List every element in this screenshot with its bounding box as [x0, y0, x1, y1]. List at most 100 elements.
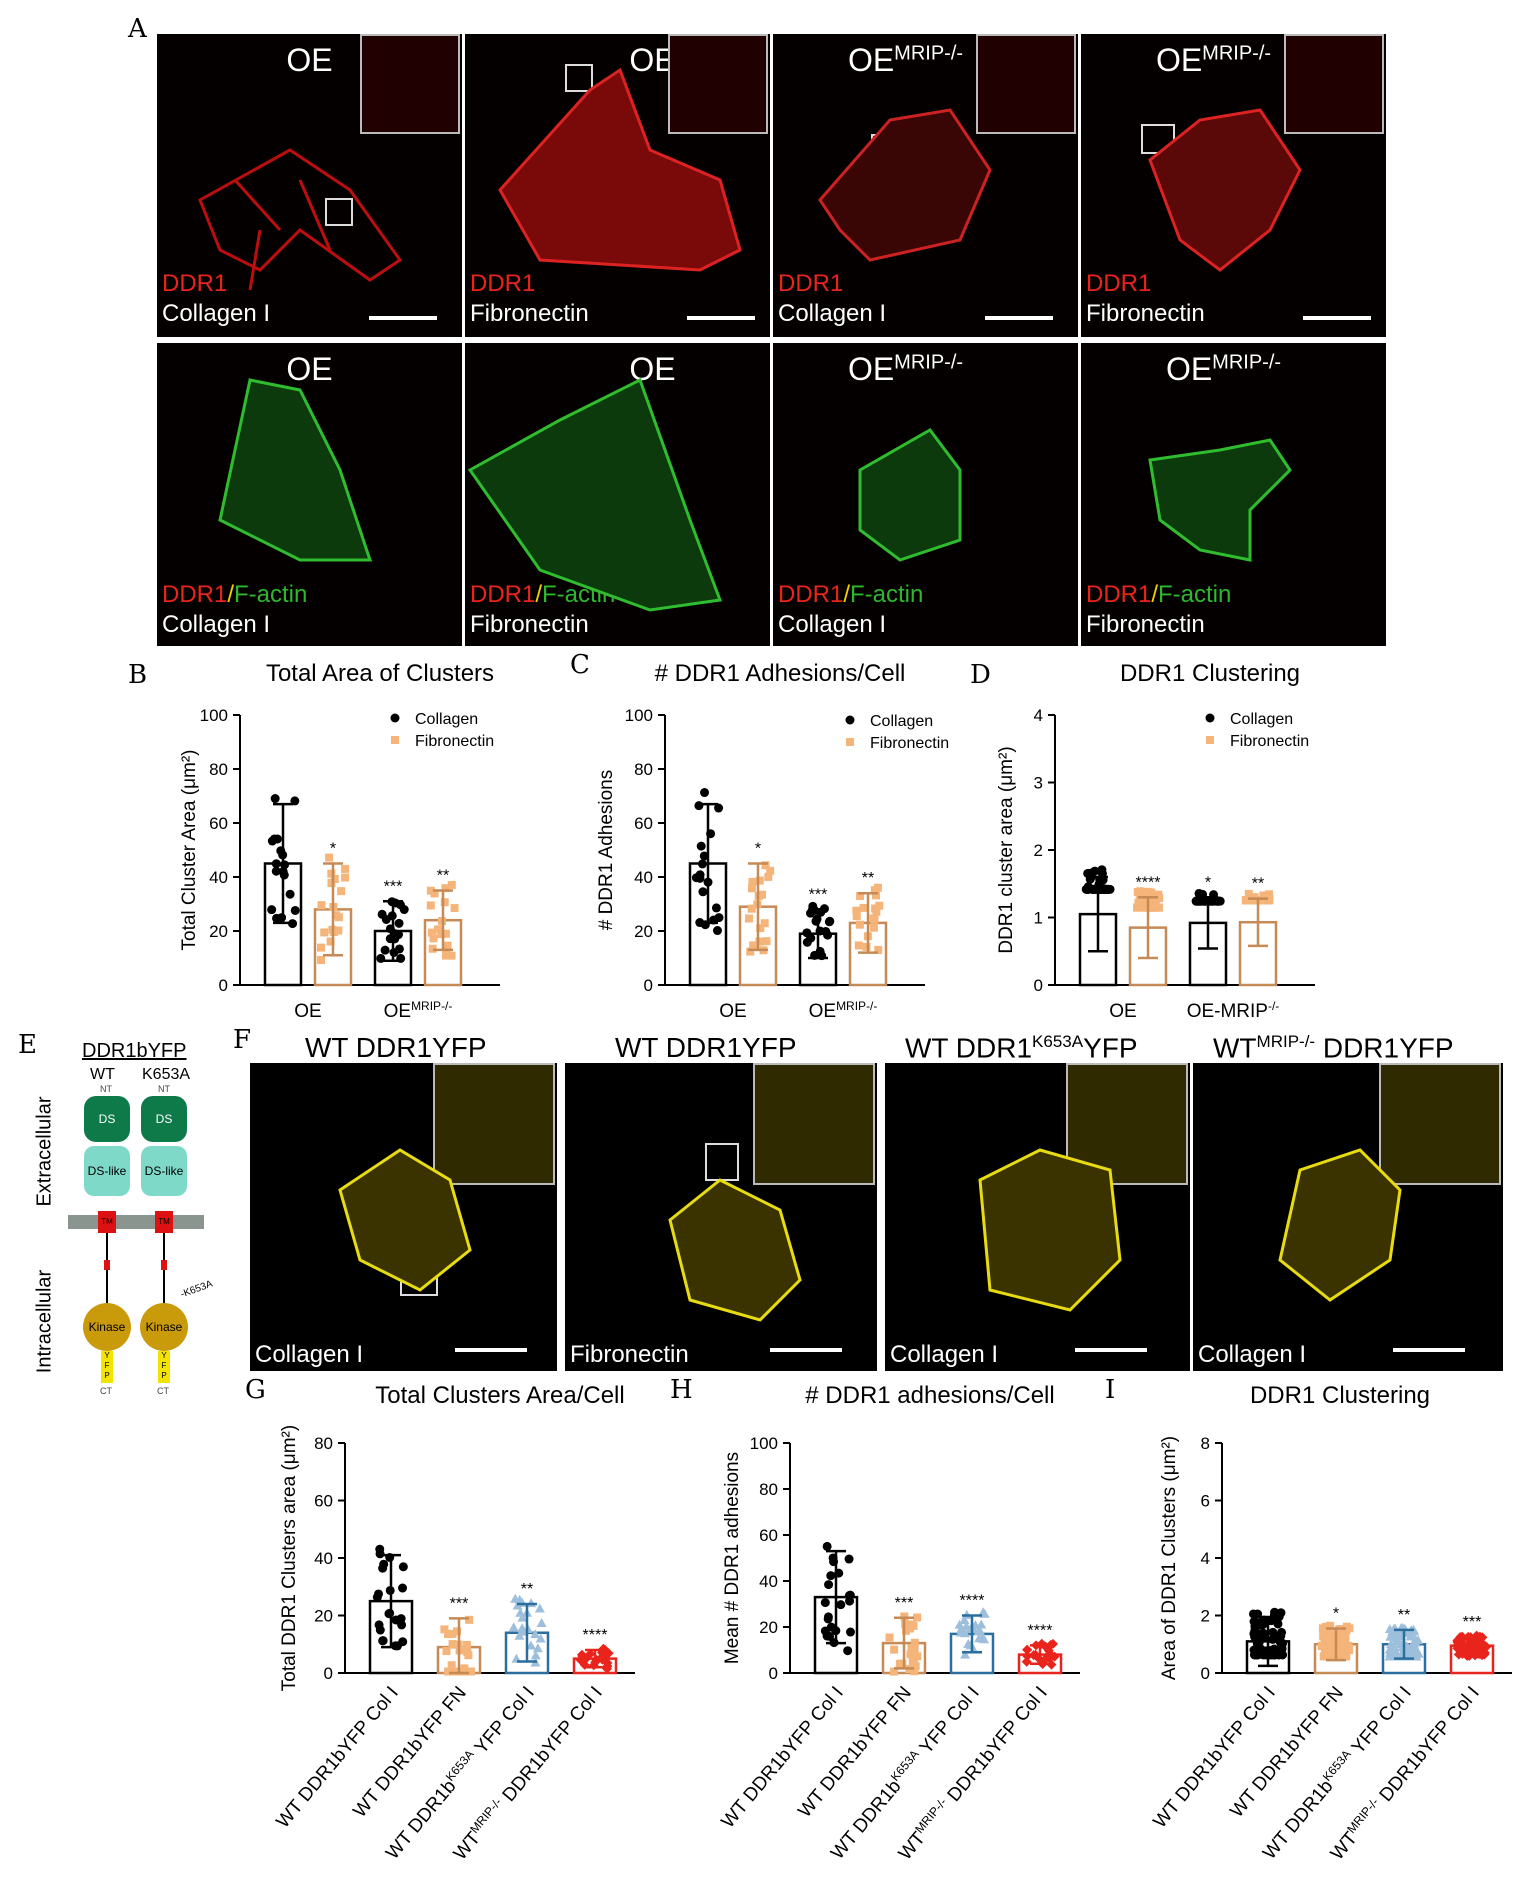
- data-point: [874, 945, 883, 954]
- panel-letter-f: F: [233, 1025, 252, 1055]
- data-point: [960, 1649, 971, 1659]
- data-point: [1476, 1639, 1487, 1650]
- legend-marker-fibronectin: [846, 738, 854, 746]
- stain-label-ddr1: DDR1: [1086, 581, 1152, 608]
- data-point: [1278, 1638, 1288, 1648]
- data-point: [1243, 896, 1252, 905]
- x-category-label: WT DDR1bYFP FN: [794, 1683, 916, 1822]
- ds-domain-k653a: DS: [141, 1096, 187, 1142]
- micrograph-a-bottom-4: OEMRIP-/- DDR1/F-actin Fibronectin: [1081, 343, 1386, 646]
- substrate-label: Collagen I: [890, 1341, 999, 1368]
- y-tick-label: 40: [759, 1572, 778, 1591]
- y-tick-label: 4: [1034, 706, 1043, 725]
- data-point: [1154, 903, 1163, 912]
- stain-label: DDR1: [162, 270, 228, 297]
- data-point: [1413, 1635, 1424, 1645]
- y-tick-label: 1: [1034, 909, 1043, 928]
- data-point: [900, 1612, 909, 1621]
- y-tick-label: 0: [1034, 976, 1043, 995]
- substrate-label: Collagen I: [1198, 1341, 1307, 1368]
- data-point: [855, 920, 864, 929]
- y-tick-label: 80: [314, 1434, 333, 1453]
- data-point: [390, 1641, 400, 1651]
- substrate-label: Fibronectin: [470, 611, 589, 638]
- significance-label: *: [1333, 1605, 1339, 1622]
- data-point: [1342, 1622, 1351, 1631]
- data-point: [744, 914, 753, 923]
- data-point: [450, 904, 459, 913]
- data-point: [1137, 902, 1146, 911]
- data-point: [844, 1591, 854, 1601]
- data-point: [820, 1598, 830, 1608]
- data-point: [1028, 1650, 1039, 1661]
- ds-domain-wt: DS: [84, 1096, 130, 1142]
- data-point: [378, 1636, 388, 1646]
- x-group-label: OE-MRIP-/-: [1187, 999, 1280, 1022]
- micro-title: OE: [286, 42, 333, 78]
- legend-marker-fibronectin: [1206, 736, 1214, 744]
- data-point: [802, 928, 812, 938]
- data-point: [508, 1622, 519, 1632]
- stain-separator: /: [227, 581, 235, 608]
- zoom-region-box: [325, 198, 353, 226]
- data-point: [447, 951, 456, 960]
- y-tick-label: 4: [1201, 1549, 1210, 1568]
- data-point: [714, 803, 724, 813]
- significance-label: ****: [1028, 1622, 1053, 1639]
- legend-label-fibronectin: Fibronectin: [415, 733, 494, 750]
- data-point: [1273, 1611, 1283, 1621]
- data-point: [1260, 896, 1269, 905]
- data-point: [442, 947, 451, 956]
- data-point: [1337, 1652, 1346, 1661]
- data-point: [450, 1667, 459, 1676]
- y-tick-label: 0: [769, 1664, 778, 1683]
- data-point: [870, 915, 879, 924]
- f-title-sup: K653A: [1032, 1032, 1084, 1051]
- f-title-post: DDR1YFP: [1315, 1032, 1454, 1064]
- data-point: [910, 1638, 919, 1647]
- y-tick-label: 80: [634, 760, 653, 779]
- yfp-tag-wt: Y F P: [101, 1351, 113, 1383]
- significance-label: ***: [1463, 1614, 1482, 1631]
- data-point: [447, 880, 456, 889]
- data-point: [465, 1615, 474, 1624]
- significance-label: *: [330, 841, 336, 858]
- panel-letter-d: D: [970, 660, 991, 690]
- data-point: [978, 1607, 989, 1617]
- ct-label-wt: CT: [100, 1386, 112, 1396]
- panel-e-diagram: DDR1bYFP WT K653A NT NT DS DS DS-like DS…: [20, 1030, 220, 1500]
- data-point: [399, 905, 409, 915]
- data-point: [1022, 1644, 1033, 1655]
- panel-f-title-4: WTMRIP-/- DDR1YFP: [1213, 1032, 1454, 1064]
- stain-label: DDR1: [470, 270, 536, 297]
- y-tick-label: 40: [314, 1549, 333, 1568]
- jm-mark-k653a: [161, 1260, 167, 1270]
- nt-label-wt: NT: [100, 1084, 112, 1094]
- micro-title: OE: [286, 351, 333, 387]
- data-point: [398, 1562, 408, 1572]
- data-point: [1340, 1640, 1349, 1649]
- data-point: [862, 942, 871, 951]
- data-point: [325, 853, 334, 862]
- legend-label-collagen: Collagen: [1230, 711, 1293, 728]
- scale-bar: [687, 316, 755, 320]
- data-point: [463, 1647, 472, 1656]
- data-point: [525, 1640, 536, 1650]
- substrate-label: Collagen I: [162, 300, 271, 327]
- data-point: [898, 1659, 907, 1668]
- y-tick-label: 0: [324, 1664, 333, 1683]
- tm-domain-wt: TM: [98, 1211, 116, 1233]
- data-point: [1149, 901, 1158, 910]
- data-point: [394, 944, 404, 954]
- scale-bar: [770, 1348, 842, 1352]
- data-point: [762, 937, 771, 946]
- data-point: [910, 1645, 919, 1654]
- data-point: [859, 903, 868, 912]
- ds-label: DS: [98, 1112, 116, 1126]
- data-point: [337, 887, 346, 896]
- x-category-label: WT DDR1bYFP Col I: [1149, 1683, 1279, 1833]
- ct-label-k653a: CT: [157, 1386, 169, 1396]
- data-point: [872, 907, 881, 916]
- x-category-label: WT DDR1bYFP Col I: [717, 1683, 847, 1833]
- y-axis-label: Total Cluster Area (μm²): [179, 750, 200, 951]
